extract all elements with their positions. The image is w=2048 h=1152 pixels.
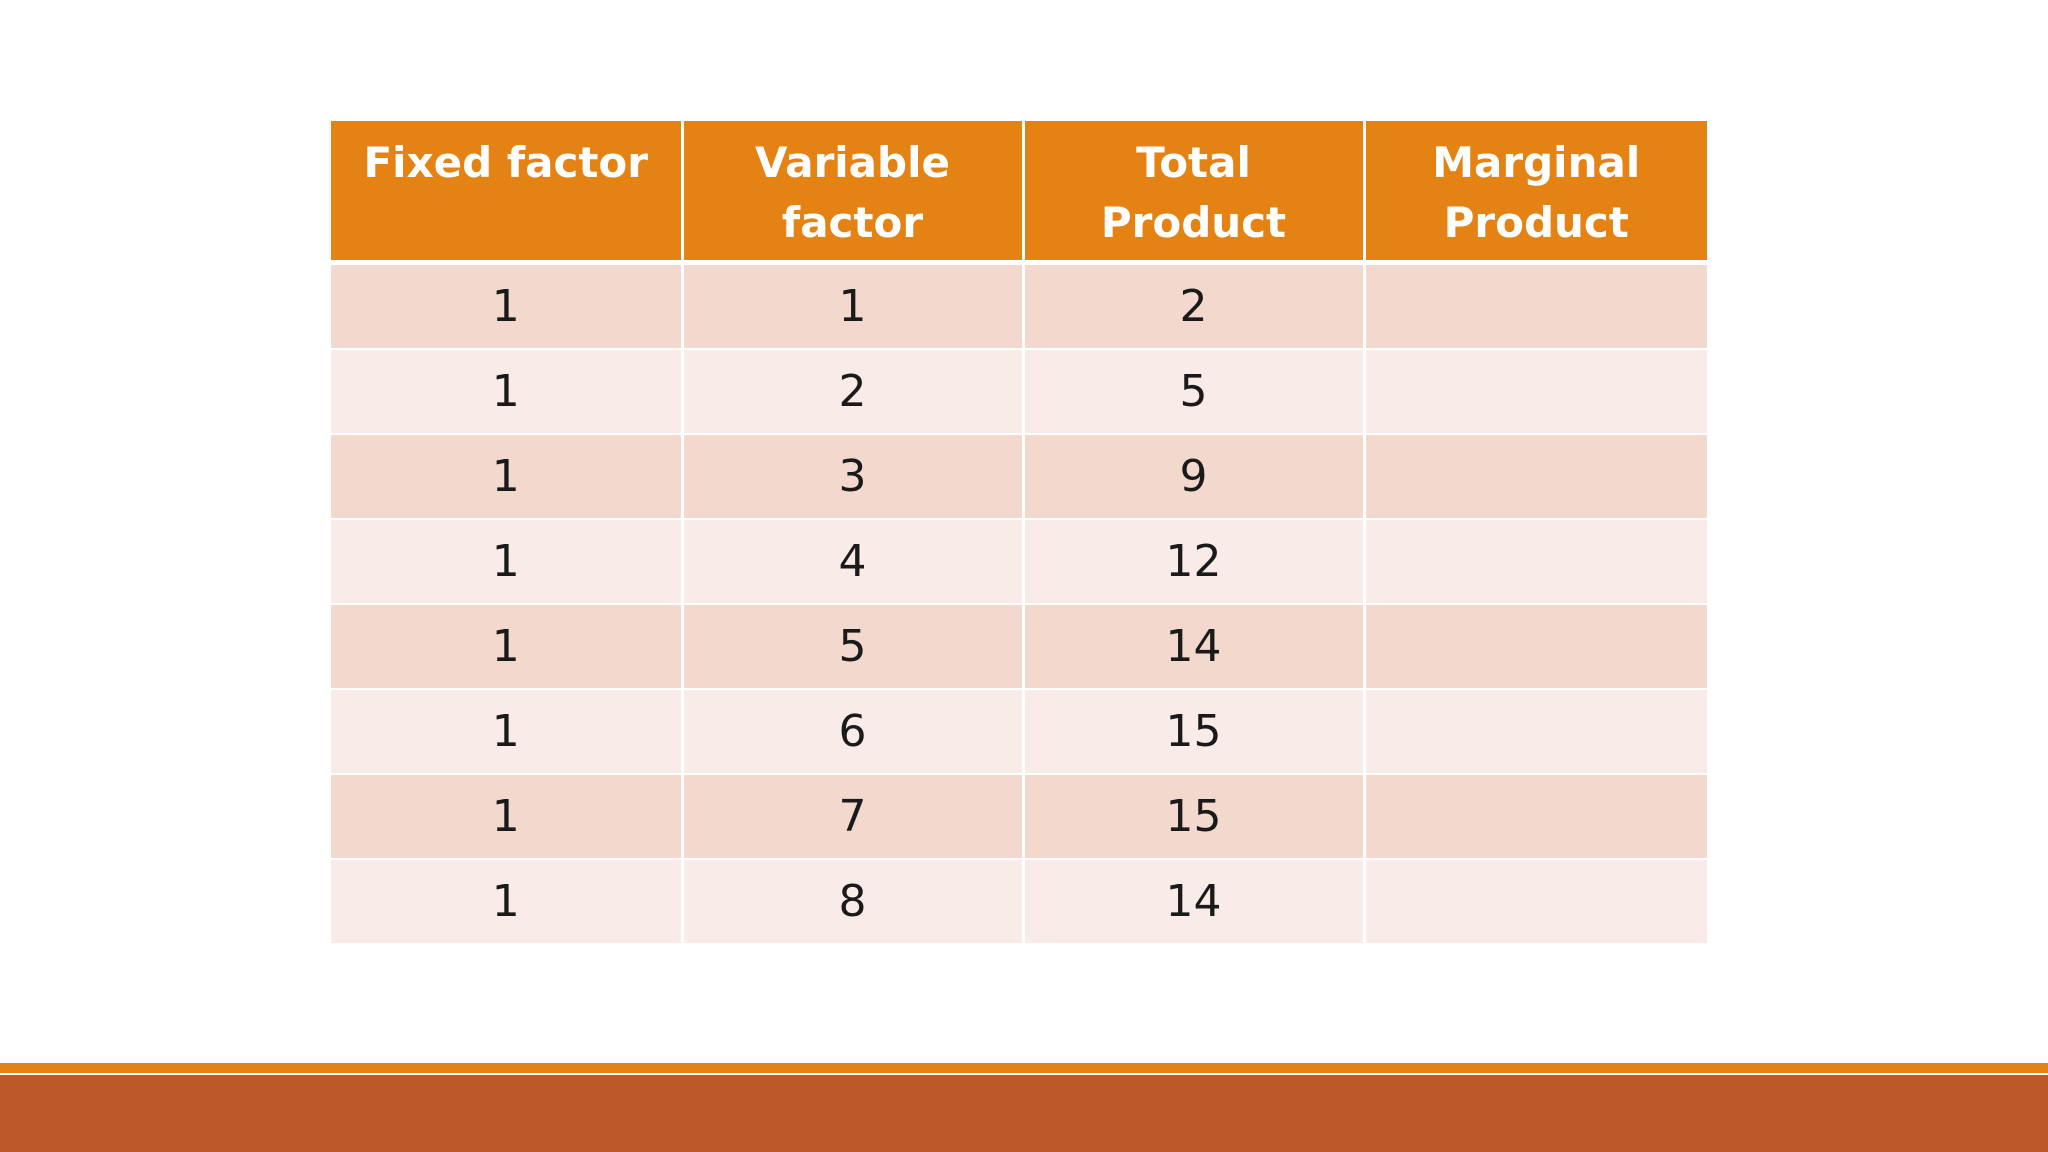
cell-total-product: 14 — [1021, 857, 1364, 943]
cell-variable-factor: 2 — [680, 347, 1023, 434]
cell-marginal-product — [1362, 602, 1707, 689]
table-row: 1 7 15 — [331, 772, 1707, 859]
cell-variable-factor: 5 — [680, 602, 1023, 689]
cell-fixed-factor: 1 — [331, 602, 682, 689]
table-body: 1 1 2 1 2 5 1 3 9 1 4 12 1 5 14 1 6 15 1 7 15 1 8 14 — [331, 261, 1707, 943]
cell-fixed-factor: 1 — [331, 347, 682, 434]
cell-variable-factor: 7 — [680, 772, 1023, 859]
footer-accent-line — [0, 1063, 2048, 1073]
production-table: Fixed factor Variable factor Total Produc… — [331, 121, 1707, 943]
cell-variable-factor: 8 — [680, 857, 1023, 943]
table-header-row: Fixed factor Variable factor Total Produc… — [331, 121, 1707, 265]
cell-marginal-product — [1362, 432, 1707, 519]
cell-fixed-factor: 1 — [331, 857, 682, 943]
header-fixed-factor: Fixed factor — [331, 121, 682, 265]
cell-marginal-product — [1362, 772, 1707, 859]
cell-total-product: 15 — [1021, 772, 1364, 859]
cell-total-product: 14 — [1021, 602, 1364, 689]
header-marginal-product: Marginal Product — [1362, 121, 1707, 265]
cell-marginal-product — [1362, 687, 1707, 774]
header-variable-factor: Variable factor — [680, 121, 1023, 265]
cell-fixed-factor: 1 — [331, 772, 682, 859]
cell-variable-factor: 3 — [680, 432, 1023, 519]
cell-total-product: 12 — [1021, 517, 1364, 604]
production-table-container: Fixed factor Variable factor Total Produc… — [331, 121, 1707, 943]
cell-total-product: 15 — [1021, 687, 1364, 774]
cell-marginal-product — [1362, 261, 1707, 349]
cell-total-product: 9 — [1021, 432, 1364, 519]
cell-fixed-factor: 1 — [331, 432, 682, 519]
cell-marginal-product — [1362, 517, 1707, 604]
cell-marginal-product — [1362, 857, 1707, 943]
cell-variable-factor: 6 — [680, 687, 1023, 774]
cell-total-product: 5 — [1021, 347, 1364, 434]
table-row: 1 4 12 — [331, 517, 1707, 604]
cell-fixed-factor: 1 — [331, 517, 682, 604]
table-row: 1 6 15 — [331, 687, 1707, 774]
cell-variable-factor: 1 — [680, 261, 1023, 349]
header-total-product: Total Product — [1021, 121, 1364, 265]
cell-total-product: 2 — [1021, 261, 1364, 349]
table-row: 1 5 14 — [331, 602, 1707, 689]
footer-bar — [0, 1075, 2048, 1152]
cell-fixed-factor: 1 — [331, 687, 682, 774]
cell-marginal-product — [1362, 347, 1707, 434]
cell-variable-factor: 4 — [680, 517, 1023, 604]
cell-fixed-factor: 1 — [331, 261, 682, 349]
table-row: 1 8 14 — [331, 857, 1707, 943]
